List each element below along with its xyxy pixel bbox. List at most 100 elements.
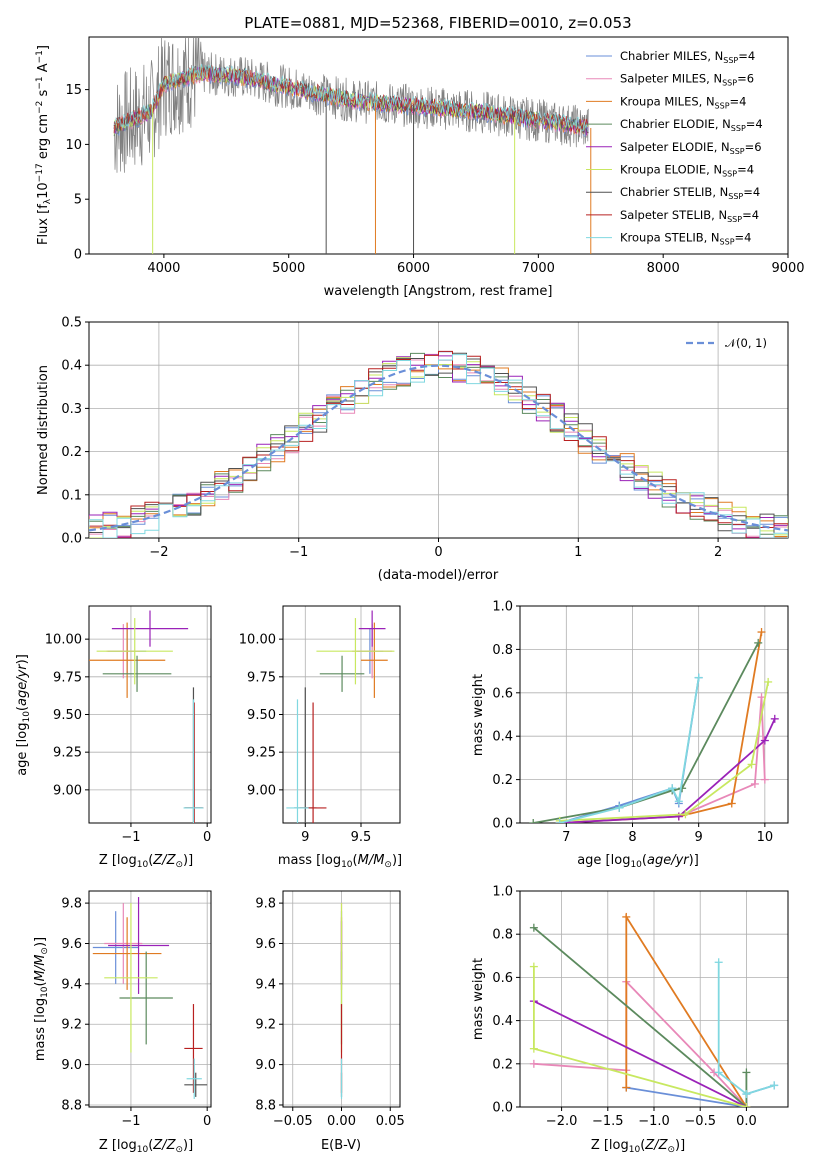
legend-sub: SSP [731,124,746,133]
residuals-xlabel: (data-model)/error [378,568,499,583]
age_vs_z-ytick-label: 9.75 [53,670,82,685]
legend-label: Salpeter STELIB, NSSP=4 [620,208,759,224]
spectrum-ytick-label: 5 [74,193,82,208]
residuals-plot-area [89,350,788,538]
weight_vs_z-frame [519,890,789,1108]
spectrum-model-line [113,63,589,132]
age-mass-xlabel: mass [log10(M/M⊙)] [278,853,402,870]
weight_vs_z-ytick-label: 0.6 [492,971,513,986]
chart-title: PLATE=0881, MJD=52368, FIBERID=0010, z=0… [244,14,631,32]
legend-label: Salpeter ELODIE, NSSP=6 [620,140,762,156]
spectrum-xtick-label: 7000 [522,261,555,276]
legend-sub: SSP [722,170,737,179]
weight_vs_age-ytick-label: 1.0 [492,600,513,615]
residuals-ytick-label: 0.4 [61,359,82,374]
weight_vs_age-xtick-label: 8 [628,830,636,845]
age_vs_z-plot-area [89,610,204,823]
weight_vs_z-axes: −2.0 −1.5 −1.0 −0.5 0.0 0.0 0.2 0.4 0.6 0.8 1.0 [492,885,789,1129]
residuals-ytick-label: 0.3 [61,402,82,417]
mass_vs_ebv-xtick-label: −0.05 [273,1114,313,1129]
age_vs_mass-ytick-label: 9.75 [247,670,276,685]
age_vs_mass-ytick-label: 9.00 [247,783,276,798]
legend-label: Kroupa MILES, NSSP=4 [620,94,746,110]
legend-ssp-count: =6 [737,72,754,86]
weight_vs_age-ytick-label: 0.6 [492,686,513,701]
weight-line [533,1000,747,1107]
spectrum-ylabel: Flux [fλ10−17 erg cm−2 s−1 A−1] [35,45,53,245]
weight_vs_z-xtick-label: −1.5 [592,1114,624,1129]
spectrum-model-line [113,65,589,133]
spectrum-ytick-label: 15 [65,83,82,98]
legend-label: Chabrier STELIB, NSSP=4 [620,185,760,201]
age_vs_mass-ytick-label: 9.25 [247,746,276,761]
spectrum-ytick-label: 10 [65,138,82,153]
age_vs_z-frame [88,605,212,824]
age_vs_mass-ytick-label: 10.00 [239,633,276,648]
spectrum-legend: Chabrier MILES, NSSP=4 Salpeter MILES, NS… [586,49,763,247]
weight_vs_z-plot-area [529,912,779,1107]
mass_vs_ebv-ytick-label: 9.6 [255,937,276,952]
age_vs_mass-ytick-label: 9.50 [247,708,276,723]
weight-line [533,979,748,1107]
mass_vs_ebv-ytick-label: 8.8 [255,1098,276,1113]
spectrum-xtick-label: 6000 [397,261,430,276]
age_vs_z-ytick-label: 9.00 [53,783,82,798]
age_vs_z-ytick-label: 9.25 [53,746,82,761]
spectrum-xtick-label: 9000 [771,261,804,276]
legend-sub: SSP [730,147,745,156]
age_vs_mass-xtick-label: 9.5 [351,830,372,845]
weight_vs_z-ytick-label: 0.4 [492,1014,513,1029]
legend-sub: SSP [723,56,738,65]
legend-ssp-count: =4 [742,208,759,222]
mass_vs_ebv-ytick-label: 9.0 [255,1058,276,1073]
mass_vs_ebv-xtick-label: 0.05 [376,1114,405,1129]
legend-sub: SSP [728,192,743,201]
age-z-xlabel: Z [log10(Z/Z⊙)] [99,853,193,870]
legend-ssp-count: =4 [730,94,747,108]
weight-line [678,697,766,818]
mass-z-xlabel: Z [log10(Z/Z⊙)] [99,1138,193,1155]
legend-label: Chabrier MILES, NSSP=4 [620,49,755,65]
legend-label: Kroupa ELODIE, NSSP=4 [620,163,754,179]
residuals-frame [88,321,789,539]
age_vs_z-ytick-label: 10.00 [45,633,82,648]
weight_vs_age-frame [519,605,789,824]
gaussian-legend-label: 𝒩(0, 1) [725,336,767,350]
residuals-ytick-label: 0.0 [61,532,82,547]
weight-line [533,927,748,1107]
legend-sub: SSP [720,238,735,247]
mass-ylabel: mass [log10(M/M⊙)] [33,937,50,1061]
weight-line [559,718,776,823]
legend-ssp-count: =4 [737,163,754,177]
ebv-xlabel: E(B-V) [321,1138,361,1153]
mass_vs_z-frame [88,890,212,1108]
weight_vs_age-plot-area [529,628,779,823]
legend-ssp-count: =6 [745,140,762,154]
spectrum-xtick-label: 5000 [272,261,305,276]
weight-line [533,966,747,1107]
residuals-axes: −2 −1 0 1 2 0.0 0.1 0.2 0.3 0.4 0.5 [61,316,789,560]
mass_vs_z-ytick-label: 8.8 [61,1098,82,1113]
legend-ssp-count: =4 [746,117,763,131]
mass_vs_ebv-ytick-label: 9.4 [255,977,276,992]
weight_vs_age-xtick-label: 9 [695,830,703,845]
weight_vs_z-ytick-label: 0.8 [492,928,513,943]
legend-label: Chabrier ELODIE, NSSP=4 [620,117,763,133]
spectrum-xtick-label: 4000 [147,261,180,276]
weight-age-xlabel: age [log10(age/yr)] [577,853,699,870]
mass_vs_ebv-frame [282,890,401,1108]
residuals-xtick-label: 0 [434,545,442,560]
mass_vs_z-ytick-label: 9.8 [61,897,82,912]
weight_vs_z-ytick-label: 1.0 [492,885,513,900]
mass_vs_z-ytick-label: 9.2 [61,1018,82,1033]
mass_vs_ebv-axes: −0.05 0.00 0.05 8.8 9.0 9.2 9.4 9.6 9.8 [255,890,405,1129]
weight_vs_z-xtick-label: −0.5 [684,1114,716,1129]
weight-z-xlabel: Z [log10(Z/Z⊙)] [591,1138,685,1155]
weight_vs_age-ytick-label: 0.8 [492,643,513,658]
legend-label: Kroupa STELIB, NSSP=4 [620,231,751,247]
age_vs_mass-frame [282,605,401,824]
weight_vs_age-xtick-label: 7 [562,830,570,845]
weight_vs_z-xtick-label: 0.0 [736,1114,757,1129]
age_vs_z-xtick-label: −1 [121,830,140,845]
weight_vs_z-ytick-label: 0.0 [492,1101,513,1116]
